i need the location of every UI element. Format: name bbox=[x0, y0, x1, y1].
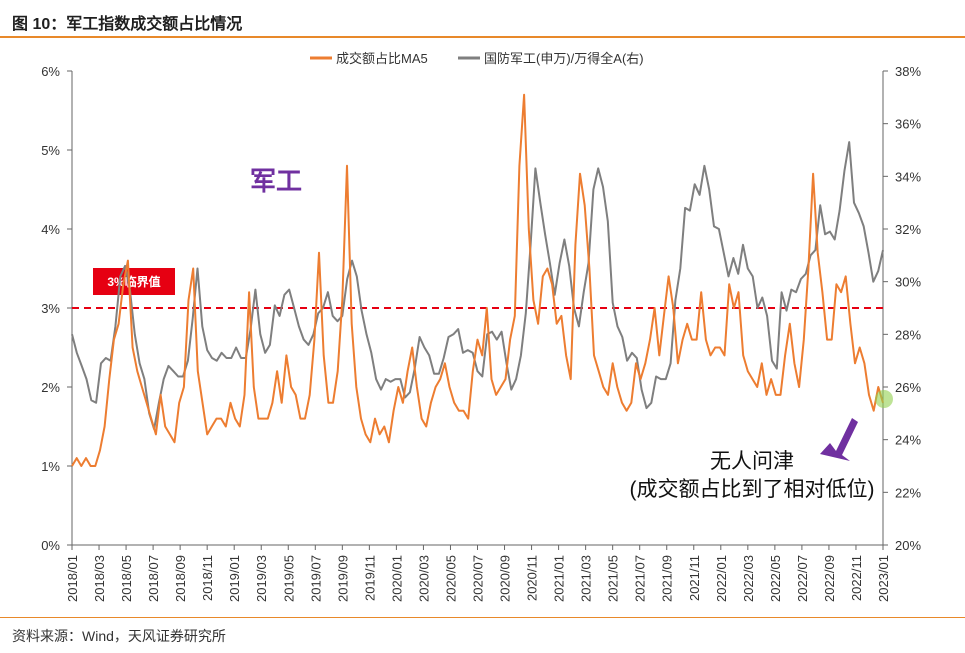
x-axis-tick-label: 2019/05 bbox=[281, 555, 296, 602]
left-axis-tick-label: 5% bbox=[41, 143, 60, 158]
x-axis-tick-label: 2023/01 bbox=[876, 555, 891, 602]
left-axis-tick-label: 6% bbox=[41, 64, 60, 79]
x-axis-tick-label: 2022/01 bbox=[714, 555, 729, 602]
callout-arrow-icon bbox=[820, 418, 858, 461]
end-highlight-marker bbox=[875, 390, 893, 408]
right-axis-tick-label: 28% bbox=[895, 327, 921, 342]
x-axis-tick-label: 2018/03 bbox=[92, 555, 107, 602]
threshold-label-box bbox=[93, 268, 175, 295]
x-axis-tick-label: 2020/01 bbox=[389, 555, 404, 602]
source-rule bbox=[0, 617, 965, 618]
x-axis-tick-label: 2019/07 bbox=[308, 555, 323, 602]
figure-title: 图 10：军工指数成交额占比情况 bbox=[12, 16, 243, 33]
x-axis-tick-label: 2022/11 bbox=[849, 555, 864, 601]
chart: 成交额占比MA5 国防军工(申万)/万得全A(右) 0% 1% 2% 3% 4% 5% 6%… bbox=[41, 51, 921, 602]
right-axis-tick-label: 26% bbox=[895, 380, 921, 395]
left-axis-tick-label: 0% bbox=[41, 538, 60, 553]
right-axis-ticks: 20% 22% 24% 26% 28% 30% 32% 34% 36% 38% bbox=[883, 64, 921, 553]
x-axis-tick-label: 2020/05 bbox=[443, 555, 458, 602]
left-axis-tick-label: 2% bbox=[41, 380, 60, 395]
right-axis-tick-label: 22% bbox=[895, 485, 921, 500]
threshold-label: 3%临界值 bbox=[107, 274, 160, 289]
right-axis-tick-label: 38% bbox=[895, 64, 921, 79]
left-axis-ticks: 0% 1% 2% 3% 4% 5% 6% bbox=[41, 64, 72, 553]
series-line-index-ratio bbox=[71, 141, 884, 431]
x-axis-tick-label: 2018/11 bbox=[200, 555, 215, 601]
left-axis-tick-label: 3% bbox=[41, 301, 60, 316]
x-axis-tick-label: 2022/09 bbox=[822, 555, 837, 602]
left-axis-tick-label: 1% bbox=[41, 459, 60, 474]
x-axis-tick-label: 2021/05 bbox=[606, 555, 621, 602]
series-layer bbox=[71, 93, 884, 467]
x-axis-tick-label: 2020/07 bbox=[471, 555, 486, 602]
legend-label-ma5: 成交额占比MA5 bbox=[336, 51, 428, 66]
x-axis-tick-label: 2021/09 bbox=[660, 555, 675, 602]
x-axis-tick-label: 2018/09 bbox=[173, 555, 188, 602]
x-axis-tick-label: 2019/11 bbox=[362, 555, 377, 601]
right-axis-tick-label: 34% bbox=[895, 169, 921, 184]
x-axis-ticks: 2018/01 2018/03 2018/05 2018/07 2018/09 2018/… bbox=[65, 545, 891, 602]
x-axis-tick-label: 2019/03 bbox=[254, 555, 269, 602]
source-note: 资料来源：Wind，天风证券研究所 bbox=[12, 628, 226, 644]
right-axis-tick-label: 36% bbox=[895, 117, 921, 132]
series-line-ma5 bbox=[71, 93, 884, 467]
x-axis-tick-label: 2019/01 bbox=[227, 555, 242, 602]
x-axis-tick-label: 2020/03 bbox=[416, 555, 431, 602]
legend: 成交额占比MA5 国防军工(申万)/万得全A(右) bbox=[310, 51, 644, 66]
right-axis-tick-label: 32% bbox=[895, 222, 921, 237]
right-axis-tick-label: 20% bbox=[895, 538, 921, 553]
left-axis-tick-label: 4% bbox=[41, 222, 60, 237]
x-axis-tick-label: 2020/09 bbox=[498, 555, 513, 602]
x-axis-tick-label: 2022/03 bbox=[741, 555, 756, 602]
x-axis-tick-label: 2018/05 bbox=[119, 555, 134, 602]
note-line-1: 无人问津 bbox=[710, 450, 794, 473]
sector-label: 军工 bbox=[250, 166, 302, 196]
right-axis-tick-label: 24% bbox=[895, 433, 921, 448]
x-axis-tick-label: 2021/11 bbox=[687, 555, 702, 601]
x-axis-tick-label: 2018/07 bbox=[146, 555, 161, 602]
x-axis-tick-label: 2022/07 bbox=[795, 555, 810, 602]
legend-label-index-ratio: 国防军工(申万)/万得全A(右) bbox=[484, 51, 644, 66]
x-axis-tick-label: 2018/01 bbox=[65, 555, 80, 602]
x-axis-tick-label: 2021/01 bbox=[552, 555, 567, 602]
x-axis-tick-label: 2022/05 bbox=[768, 555, 783, 602]
x-axis-tick-label: 2021/07 bbox=[633, 555, 648, 602]
x-axis-tick-label: 2019/09 bbox=[335, 555, 350, 602]
note-line-2: (成交额占比到了相对低位) bbox=[630, 478, 875, 501]
right-axis-tick-label: 30% bbox=[895, 275, 921, 290]
x-axis-tick-label: 2020/11 bbox=[525, 555, 540, 601]
title-rule bbox=[0, 36, 965, 38]
x-axis-tick-label: 2021/03 bbox=[579, 555, 594, 602]
